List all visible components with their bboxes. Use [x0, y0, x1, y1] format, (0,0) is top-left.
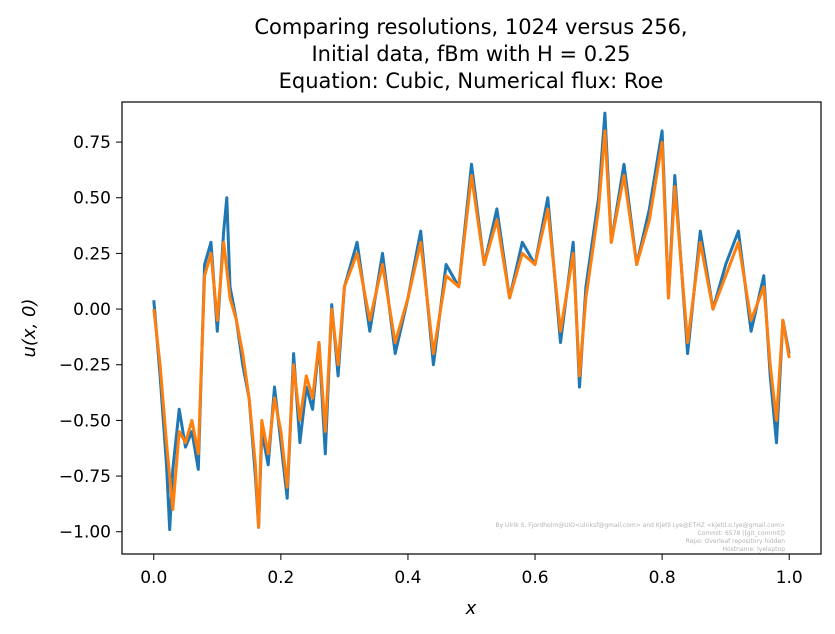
x-tick-label: 0.6 — [522, 568, 549, 588]
credit-watermark: By Ulrik S. Fjordholm@UiO<ulriksf@gmail.… — [495, 522, 785, 553]
plot-frame — [121, 101, 822, 555]
x-tick-label: 0.8 — [649, 568, 676, 588]
x-tick-label: 0.2 — [267, 568, 294, 588]
x-axis-label: x — [465, 598, 477, 619]
y-tick-label: −1.00 — [59, 523, 111, 543]
x-tick-label: 0.4 — [394, 568, 421, 588]
y-tick-label: −0.75 — [59, 467, 111, 487]
y-tick-label: 0.50 — [73, 189, 111, 209]
y-axis-label: u(x, 0) — [19, 298, 40, 357]
series-2 — [152, 129, 791, 529]
credit-line-2: Commit: 6578 ([git_commit]) — [697, 530, 785, 537]
y-tick-label: 0.00 — [73, 300, 111, 320]
series-layer — [152, 111, 791, 531]
chart-title: Comparing resolutions, 1024 versus 256, … — [254, 15, 687, 93]
y-axis-ticks: 0.75 0.50 0.25 0.00 −0.25 −0.50 −0.75 −1.00 — [59, 133, 122, 543]
y-tick-label: −0.50 — [59, 411, 111, 431]
y-tick-label: −0.25 — [59, 356, 111, 376]
credit-line-1: By Ulrik S. Fjordholm@UiO<ulriksf@gmail.… — [495, 522, 785, 529]
title-line-2: Initial data, fBm with H = 0.25 — [311, 42, 630, 66]
credit-line-3: Repo: Overleaf repository hidden — [686, 538, 786, 545]
y-tick-label: 0.75 — [73, 133, 111, 153]
x-axis-ticks: 0.0 0.2 0.4 0.6 0.8 1.0 — [140, 554, 803, 588]
title-line-1: Comparing resolutions, 1024 versus 256, — [254, 15, 687, 39]
series-2-line — [152, 129, 791, 529]
y-tick-label: 0.25 — [73, 244, 111, 264]
x-tick-label: 1.0 — [776, 568, 803, 588]
credit-line-4: Hostname: lyelaptop — [723, 546, 786, 553]
x-tick-label: 0.0 — [140, 568, 167, 588]
title-line-3: Equation: Cubic, Numerical flux: Roe — [279, 69, 664, 93]
